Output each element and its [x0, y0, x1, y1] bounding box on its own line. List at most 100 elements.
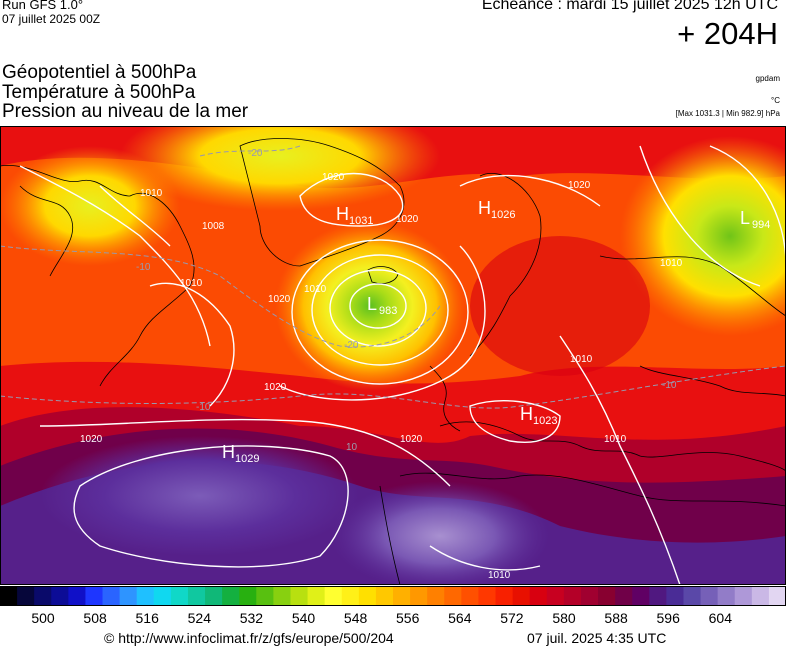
color-scale-swatch [632, 586, 650, 606]
isobar-label: 1020 [568, 180, 591, 191]
color-scale-swatch [512, 586, 531, 606]
layer-title-temperature: Température à 500hPa [2, 82, 196, 103]
color-scale-swatch [187, 586, 206, 606]
color-scale-swatch [290, 586, 309, 606]
color-scale-tick-label: 508 [83, 610, 107, 626]
color-scale-tick-label: 604 [708, 610, 732, 626]
isobar-1020-south [39, 418, 451, 487]
system-value-h1: 1031 [349, 215, 373, 227]
isotherm-label: -10 [136, 262, 151, 273]
weather-map: H 1031 H 1026 L 983 L 994 H 1023 H 1029 … [0, 126, 786, 585]
coast-greenland [239, 138, 405, 267]
coast-britain [429, 365, 461, 432]
isobar-label: 1010 [304, 284, 327, 295]
color-scale-tick-label: 596 [656, 610, 680, 626]
color-scale-swatch [546, 586, 565, 606]
color-scale-tick-label: 588 [604, 610, 628, 626]
color-scale-swatch [239, 586, 257, 606]
generation-date: 07 juil. 2025 4:35 UTC [527, 630, 667, 646]
color-scale-tick-label: 500 [31, 610, 55, 626]
isobar-label: 1010 [488, 570, 511, 581]
color-scale-swatch [393, 586, 411, 606]
field-sahara [330, 481, 550, 585]
color-scale-swatch [341, 586, 360, 606]
color-scale-tick-label: 564 [448, 610, 472, 626]
isotherm-a [0, 245, 441, 348]
isobar-label: 1010 [604, 434, 627, 445]
coast-black-sea [639, 365, 786, 397]
color-scale-swatch [51, 586, 69, 606]
isotherm-label: -10 [662, 380, 677, 391]
isotherm-c [199, 145, 301, 157]
color-scale-swatch [0, 586, 18, 606]
color-scale-swatch [580, 586, 599, 606]
isobar-low-3 [311, 254, 449, 366]
color-scale-swatch [17, 586, 35, 606]
color-scale-swatch [205, 586, 223, 606]
color-scale-swatch [375, 586, 394, 606]
color-scale-swatch [136, 586, 155, 606]
isobar-1020-b [459, 174, 601, 207]
system-letter-h1: H [336, 204, 349, 224]
isobar-russia-1 [709, 145, 786, 267]
system-letter-l1: L [367, 294, 377, 314]
system-value-l2: 994 [752, 219, 770, 231]
isotherms [0, 145, 786, 409]
isobar-low-4 [291, 239, 469, 385]
forecast-hour: + 204H [677, 16, 778, 51]
isobar-label: 1020 [264, 382, 287, 393]
color-scale-swatch [170, 586, 189, 606]
color-scale-tick-label: 540 [291, 610, 316, 626]
color-scale-swatch [478, 586, 497, 606]
color-scale-swatch [307, 586, 326, 606]
field-canada [0, 146, 180, 266]
coast-hudson [19, 185, 74, 277]
system-value-h4: 1029 [235, 453, 259, 465]
color-scale-swatch [153, 586, 172, 606]
isotherm-label: 10 [346, 442, 358, 453]
isobar-west-1 [19, 165, 211, 347]
source-url: © http://www.infoclimat.fr/z/gfs/europe/… [104, 630, 394, 646]
color-scale-swatch [495, 586, 514, 606]
color-scale-swatch [427, 586, 445, 606]
field-atlantic-high [40, 436, 360, 556]
isobar-label: 1020 [268, 294, 291, 305]
field-russia-low [620, 136, 786, 336]
isobar-label: 1010 [140, 188, 163, 199]
system-value-h3: 1023 [533, 415, 557, 427]
color-scale-swatch [649, 586, 667, 606]
isobar-west-2 [99, 185, 171, 247]
run-date: 07 juillet 2025 00Z [2, 12, 101, 26]
coast-north-america [0, 164, 195, 387]
isobar-labels: 1020 1020 1020 1010 1010 1020 1020 1020 … [80, 172, 683, 581]
system-letter-l2: L [740, 208, 750, 228]
isobar-1010-sahara [429, 545, 541, 571]
system-letter-h3: H [520, 404, 533, 424]
color-scale-swatch [256, 586, 274, 606]
unit-temperature: °C [771, 96, 780, 105]
field-europe-ridge [470, 236, 650, 376]
isobar-1020-a [279, 245, 486, 401]
field-north [120, 126, 440, 211]
color-scale-swatch [273, 586, 291, 606]
color-scale-swatch [444, 586, 462, 606]
color-scale-swatch [85, 586, 104, 606]
layer-title-pressure: Pression au niveau de la mer [2, 101, 249, 122]
color-scale-swatch [529, 586, 548, 606]
isobar-label: 1020 [322, 172, 345, 183]
color-scale-tick-label: 532 [239, 610, 264, 626]
pressure-systems: H 1031 H 1026 L 983 L 994 H 1023 H 1029 … [202, 198, 770, 465]
forecast-validity: Echéance : mardi 15 juillet 2025 12h UTC [481, 0, 778, 13]
color-scale-swatch [768, 586, 786, 606]
isobar-label: 1010 [180, 278, 203, 289]
color-scale-swatch [563, 586, 582, 606]
color-scale-swatch [119, 586, 138, 606]
color-scale-swatch [102, 586, 121, 606]
color-scale-swatch [324, 586, 343, 606]
coast-north-africa [399, 472, 786, 507]
isobars [19, 145, 786, 585]
color-scale-swatch [734, 586, 753, 606]
coastlines [0, 138, 786, 585]
color-scale-tick-label: 548 [343, 610, 368, 626]
coast-scandinavia [469, 173, 542, 357]
